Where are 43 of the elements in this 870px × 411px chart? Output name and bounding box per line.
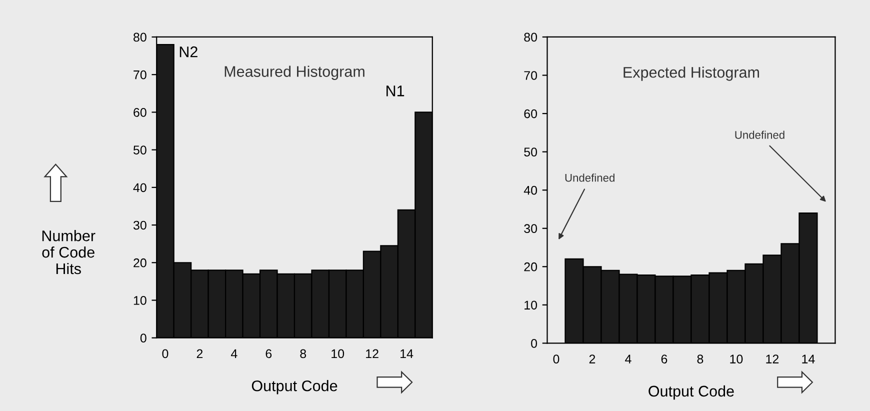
x-tick-label: 14 (802, 354, 815, 364)
y-tick-label: 50 (524, 148, 538, 156)
x-tick-label: 4 (230, 349, 238, 358)
y-axis-title: Number of Code Hits (42, 230, 96, 274)
y-tick-label: 70 (134, 70, 146, 80)
x-tick-label: 0 (162, 349, 168, 358)
x-axis-title: Output Code (252, 380, 338, 394)
text: Measured Histogram (224, 66, 364, 80)
x-tick-label: 14 (400, 349, 414, 358)
y-tick-label: 70 (524, 71, 538, 80)
y-tick-label: 30 (524, 224, 538, 234)
x-tick-label: 6 (266, 349, 272, 358)
annotation: N2 (180, 46, 198, 58)
x-tick-label: 2 (589, 354, 596, 364)
x-tick-label: 10 (730, 354, 743, 364)
x-tick-label: 8 (697, 354, 704, 364)
y-tick-label: 20 (134, 258, 146, 268)
x-tick-label: 0 (553, 354, 560, 364)
y-tick-label: 50 (133, 146, 146, 154)
x-axis-title: Output Code (648, 385, 734, 400)
annotation: N1 (386, 86, 404, 96)
x-tick-label: 10 (332, 349, 344, 358)
x-tick-label: 12 (766, 354, 779, 364)
y-tick-label: 10 (524, 300, 538, 310)
y-tick-label: 80 (524, 32, 538, 42)
y-tick-label: 0 (140, 334, 146, 342)
y-tick-label: 30 (133, 220, 146, 230)
x-tick-label: 12 (366, 349, 378, 358)
x-tick-label: 2 (196, 349, 203, 358)
y-tick-label: 0 (531, 338, 538, 348)
x-tick-label: 4 (625, 354, 632, 364)
y-tick-label: 40 (133, 183, 146, 192)
y-tick-label: 10 (134, 296, 146, 305)
annotation: Undefined (565, 174, 614, 182)
y-tick-label: 40 (524, 186, 538, 195)
y-tick-label: 20 (524, 262, 538, 272)
y-tick-label: 60 (524, 109, 538, 118)
y-tick-label: 60 (134, 108, 146, 117)
annotation: Undefined (735, 130, 784, 139)
x-tick-label: 8 (300, 349, 306, 358)
x-tick-label: 6 (661, 354, 668, 364)
y-tick-label: 80 (134, 32, 146, 42)
text: Expected Histogram (624, 66, 759, 81)
